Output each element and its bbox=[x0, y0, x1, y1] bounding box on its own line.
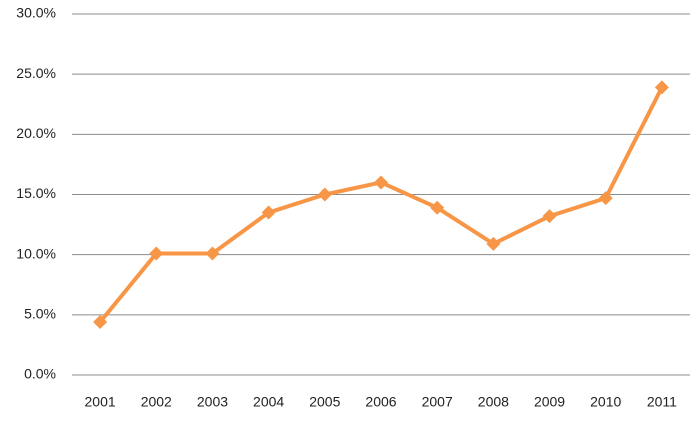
x-tick-label: 2004 bbox=[253, 394, 284, 410]
marker bbox=[93, 315, 108, 330]
marker bbox=[205, 246, 220, 261]
y-tick-label: 25.0% bbox=[16, 65, 56, 81]
y-tick-label: 0.0% bbox=[24, 366, 56, 382]
x-tick-label: 2011 bbox=[647, 394, 677, 410]
x-tick-label: 2001 bbox=[85, 394, 116, 410]
marker bbox=[430, 200, 445, 215]
y-tick-label: 15.0% bbox=[16, 185, 56, 201]
marker bbox=[542, 209, 557, 224]
x-tick-label: 2010 bbox=[590, 394, 621, 410]
line bbox=[98, 86, 664, 324]
x-tick-label: 2008 bbox=[478, 394, 509, 410]
marker bbox=[374, 175, 388, 190]
x-tick-label: 2009 bbox=[534, 394, 565, 410]
marker bbox=[598, 191, 613, 206]
y-tick-label: 20.0% bbox=[16, 125, 56, 141]
marker bbox=[654, 80, 669, 95]
y-tick-label: 30.0% bbox=[16, 5, 56, 21]
y-tick-label: 5.0% bbox=[24, 306, 56, 322]
x-tick-label: 2002 bbox=[141, 394, 172, 410]
x-tick-label: 2005 bbox=[309, 394, 340, 410]
x-tick-label: 2003 bbox=[197, 394, 228, 410]
marker bbox=[261, 205, 276, 220]
marker bbox=[149, 246, 164, 261]
marker bbox=[486, 236, 501, 251]
marker bbox=[317, 187, 332, 202]
y-tick-label: 10.0% bbox=[16, 245, 56, 261]
x-tick-label: 2007 bbox=[422, 394, 453, 410]
x-tick-label: 2006 bbox=[365, 394, 396, 410]
